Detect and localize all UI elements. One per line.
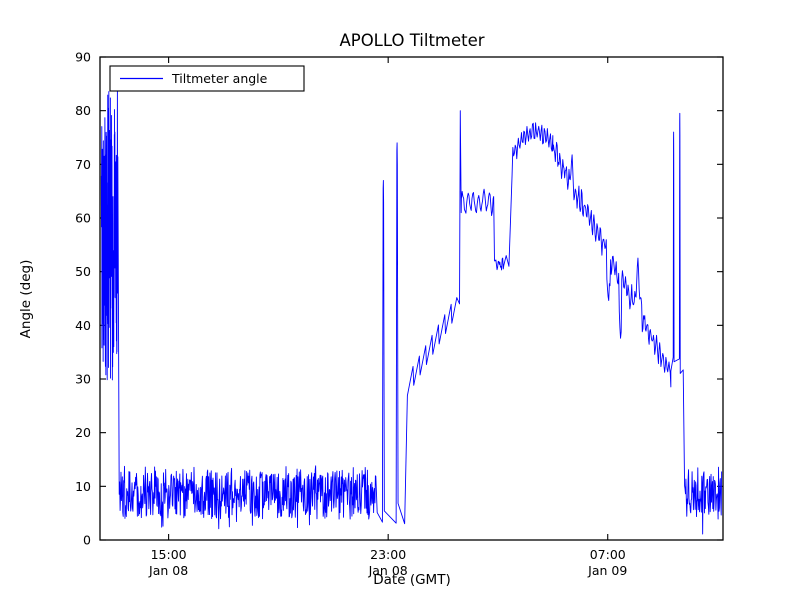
y-tick-label: 10: [75, 479, 91, 494]
y-tick-label: 50: [75, 264, 91, 279]
chart-legend: Tiltmeter angle: [109, 65, 305, 92]
y-tick-label: 80: [75, 103, 91, 118]
y-axis-ticks: 0 10 20 30 40 50 60 70 80 90: [75, 50, 723, 548]
y-tick-label: 20: [75, 425, 91, 440]
x-tick-label: 07:00: [590, 547, 626, 562]
legend-label: Tiltmeter angle: [171, 71, 268, 86]
y-tick-label: 0: [83, 533, 91, 548]
y-tick-label: 30: [75, 372, 91, 387]
tiltmeter-angle-line: [100, 86, 723, 535]
y-tick-label: 60: [75, 211, 91, 226]
x-tick-label: Jan 08: [368, 563, 408, 578]
y-tick-label: 90: [75, 50, 91, 65]
y-tick-label: 70: [75, 157, 91, 172]
x-tick-label: 23:00: [370, 547, 406, 562]
x-tick-label: Jan 09: [587, 563, 627, 578]
x-tick-label: Jan 08: [148, 563, 188, 578]
axes-frame: [99, 56, 724, 541]
x-tick-label: 15:00: [151, 547, 187, 562]
y-tick-label: 40: [75, 318, 91, 333]
y-axis-label: Angle (deg): [18, 260, 34, 339]
plot-area: [100, 86, 723, 535]
chart-title: APOLLO Tiltmeter: [339, 31, 484, 50]
x-axis-label: Date (GMT): [373, 572, 450, 588]
